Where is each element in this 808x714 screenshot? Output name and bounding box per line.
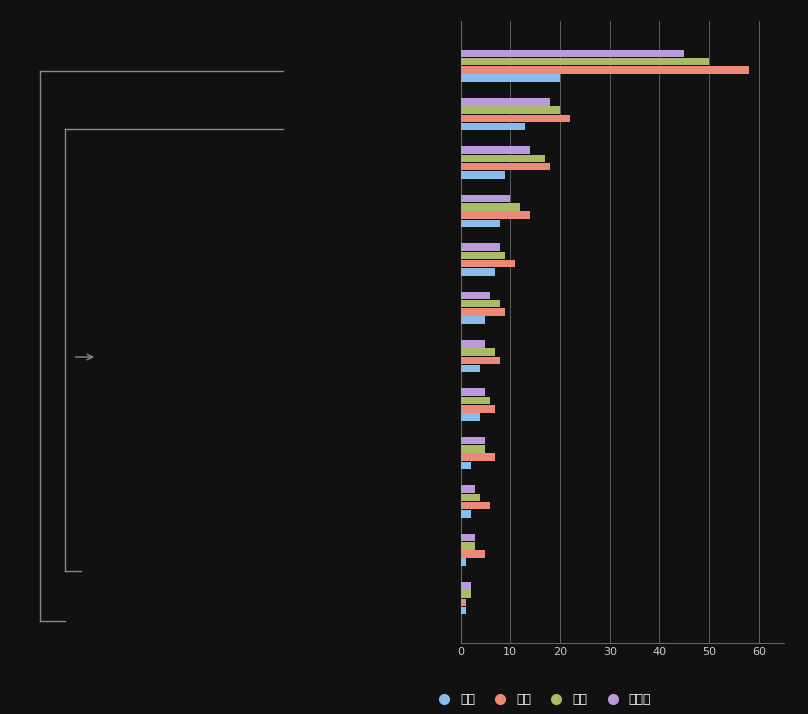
Bar bbox=[461, 268, 495, 276]
Bar bbox=[461, 203, 520, 211]
Bar bbox=[461, 405, 495, 413]
Bar bbox=[461, 365, 481, 372]
Bar bbox=[461, 607, 465, 614]
Bar bbox=[461, 542, 475, 550]
Bar bbox=[461, 316, 486, 324]
Bar bbox=[461, 340, 486, 348]
Bar bbox=[461, 211, 530, 219]
Bar bbox=[461, 114, 570, 122]
Bar bbox=[461, 98, 550, 106]
Bar bbox=[461, 292, 490, 299]
Bar bbox=[461, 146, 530, 154]
Bar bbox=[461, 74, 560, 82]
Bar bbox=[461, 220, 500, 227]
Bar bbox=[461, 260, 516, 267]
Bar bbox=[461, 348, 495, 356]
Bar bbox=[461, 590, 470, 598]
Bar bbox=[461, 243, 500, 251]
Bar bbox=[461, 486, 475, 493]
Bar bbox=[461, 598, 465, 606]
Bar bbox=[461, 461, 470, 469]
Bar bbox=[461, 550, 486, 558]
Bar bbox=[461, 445, 486, 453]
Bar bbox=[461, 493, 481, 501]
Bar bbox=[461, 356, 500, 364]
Bar bbox=[461, 308, 505, 316]
Bar bbox=[461, 66, 749, 74]
Bar bbox=[461, 397, 490, 404]
Bar bbox=[461, 251, 505, 259]
Bar bbox=[461, 300, 500, 308]
Bar bbox=[461, 171, 505, 178]
Bar bbox=[461, 413, 481, 421]
Bar bbox=[461, 388, 486, 396]
Bar bbox=[461, 582, 470, 590]
Legend: 日本, 米国, 英国, ドイツ: 日本, 米国, 英国, ドイツ bbox=[427, 688, 656, 711]
Bar bbox=[461, 58, 709, 66]
Bar bbox=[461, 437, 486, 444]
Bar bbox=[461, 155, 545, 162]
Bar bbox=[461, 453, 495, 461]
Bar bbox=[461, 50, 684, 57]
Bar bbox=[461, 558, 465, 566]
Bar bbox=[461, 123, 525, 131]
Bar bbox=[461, 195, 511, 203]
Bar bbox=[461, 510, 470, 518]
Bar bbox=[461, 533, 475, 541]
Bar bbox=[461, 106, 560, 114]
Bar bbox=[461, 502, 490, 509]
Bar bbox=[461, 163, 550, 171]
